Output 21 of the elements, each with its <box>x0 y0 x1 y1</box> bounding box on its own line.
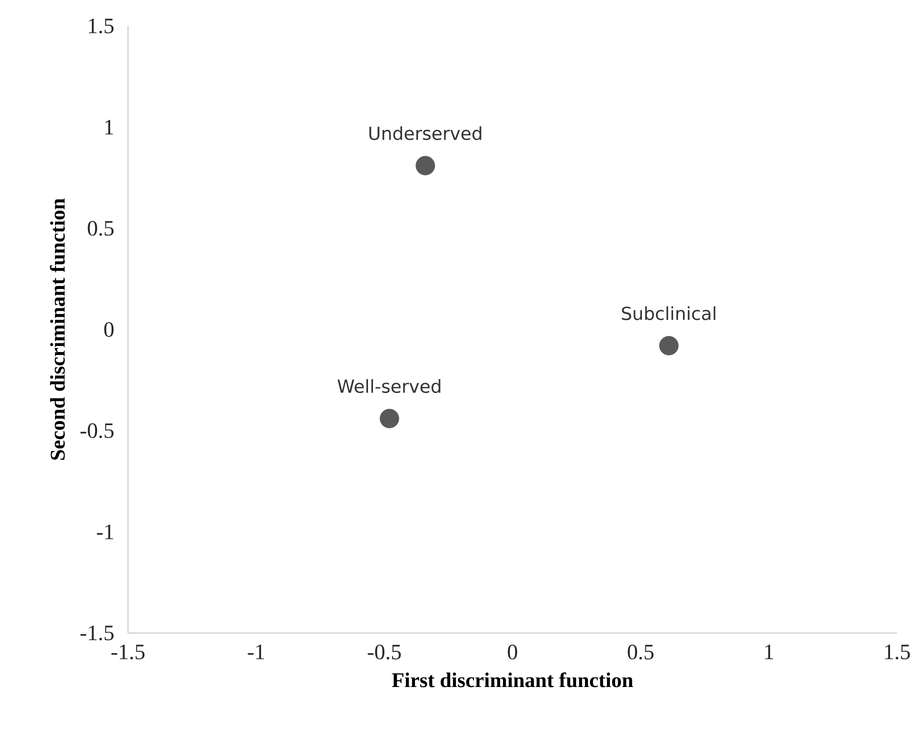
annotation: Subclinical <box>622 306 716 320</box>
x-tick-label: 0 <box>508 644 518 660</box>
point <box>659 336 679 356</box>
annotation: Well-served <box>338 379 440 393</box>
x-tick-label: -1 <box>248 644 264 660</box>
x-tick-label: 1 <box>765 644 773 660</box>
y-axis-title: Second discriminant function <box>50 198 65 460</box>
x-tick-label: 1.5 <box>885 644 910 660</box>
y-tick-label: 1 <box>105 120 114 134</box>
y-tick-label: 0 <box>104 322 114 337</box>
y-tick-label: -1 <box>96 524 114 540</box>
point <box>380 408 400 428</box>
annotation: Underserved <box>369 126 482 140</box>
y-tick-label: -1.5 <box>80 626 114 640</box>
x-axis-title: First discriminant function <box>392 672 634 688</box>
x-tick-label: 0.5 <box>628 644 654 660</box>
y-tick-label: -0.5 <box>80 423 114 438</box>
point <box>416 156 436 176</box>
y-tick-label: 0.5 <box>88 220 114 236</box>
x-tick-label: -0.5 <box>368 644 401 660</box>
y-tick-label: 1.5 <box>88 18 114 34</box>
